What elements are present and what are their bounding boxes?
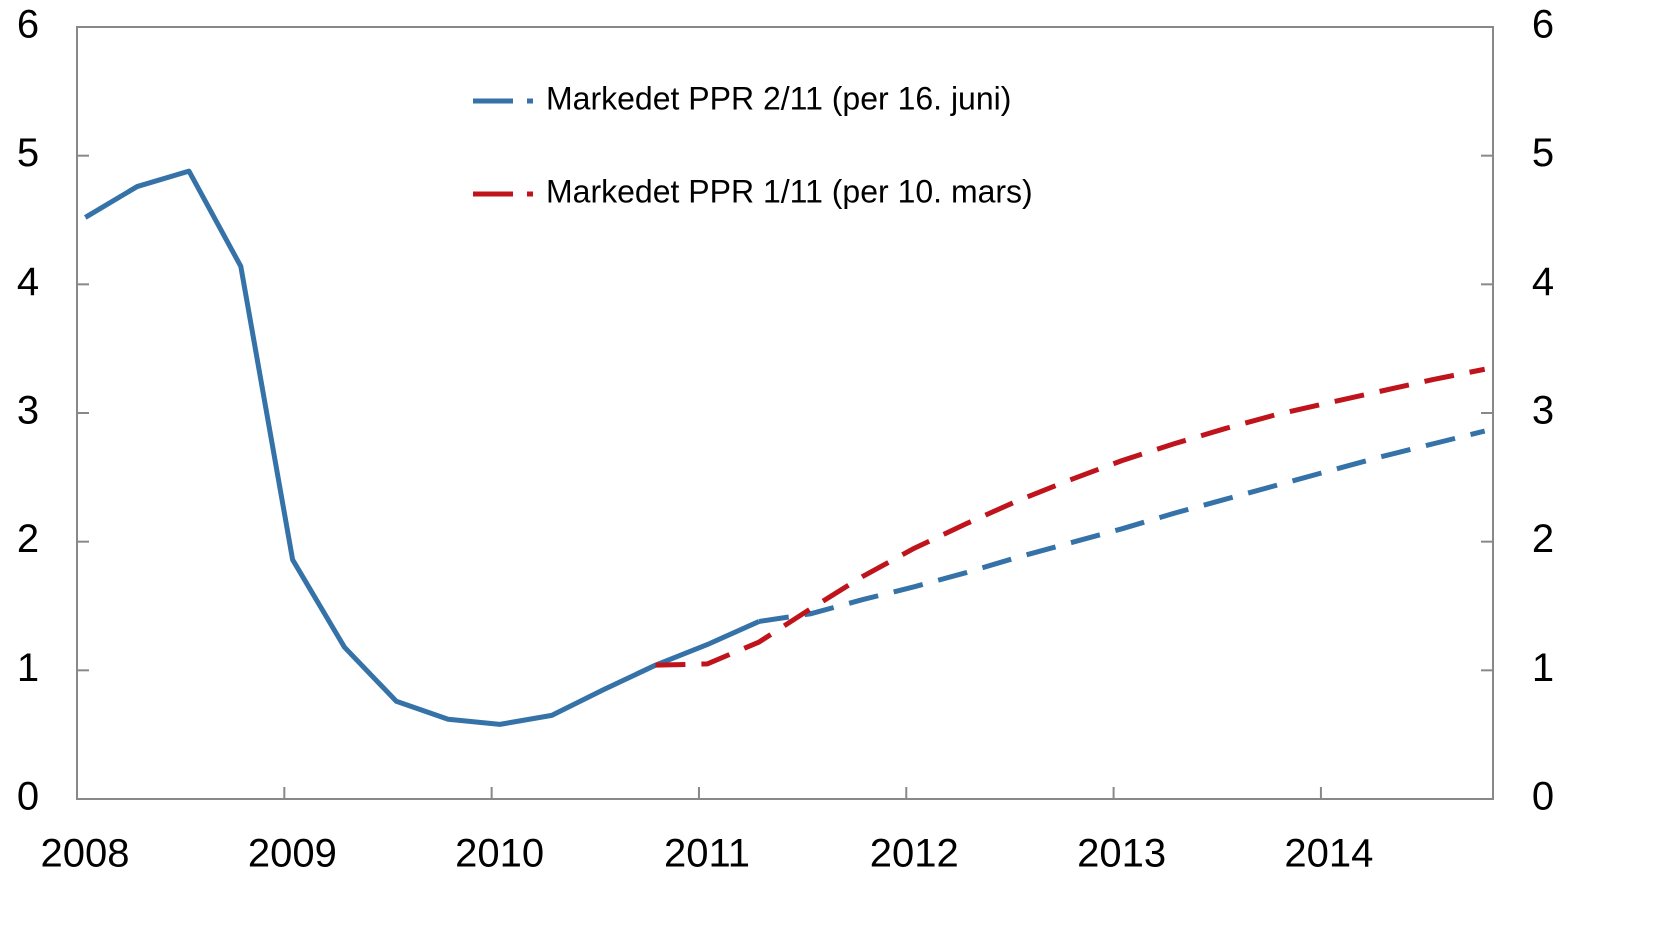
y2-tick-label: 3 bbox=[1532, 389, 1554, 433]
y2-tick-label: 6 bbox=[1532, 3, 1554, 47]
y-tick-label: 5 bbox=[17, 131, 39, 175]
y2-tick-label: 5 bbox=[1532, 131, 1554, 175]
x-tick-label: 2010 bbox=[455, 832, 544, 876]
y-tick-label: 6 bbox=[17, 3, 39, 47]
x-tick-label: 2013 bbox=[1077, 832, 1166, 876]
y2-tick-label: 4 bbox=[1532, 260, 1554, 304]
legend-label: Markedet PPR 1/11 (per 10. mars) bbox=[546, 173, 1033, 209]
x-tick-label: 2008 bbox=[41, 832, 130, 876]
line-history bbox=[84, 168, 761, 727]
y-tick-label: 1 bbox=[17, 646, 39, 690]
y2-tick-label: 1 bbox=[1532, 646, 1554, 690]
y-tick-label: 0 bbox=[17, 775, 39, 819]
y2-tick-label: 0 bbox=[1532, 775, 1554, 819]
x-tick-label: 2012 bbox=[870, 832, 959, 876]
x-tick-label: 2009 bbox=[248, 832, 337, 876]
legend-label: Markedet PPR 2/11 (per 16. juni) bbox=[546, 80, 1011, 116]
y2-tick-label: 2 bbox=[1532, 517, 1554, 561]
y-tick-label: 3 bbox=[17, 389, 39, 433]
y-tick-label: 2 bbox=[17, 517, 39, 561]
x-tick-label: 2014 bbox=[1284, 832, 1373, 876]
y-tick-label: 4 bbox=[17, 260, 39, 304]
line-forecast bbox=[655, 366, 1486, 668]
line-forecast bbox=[758, 428, 1486, 624]
plot-frame bbox=[76, 26, 1494, 800]
x-tick-label: 2011 bbox=[664, 832, 750, 876]
